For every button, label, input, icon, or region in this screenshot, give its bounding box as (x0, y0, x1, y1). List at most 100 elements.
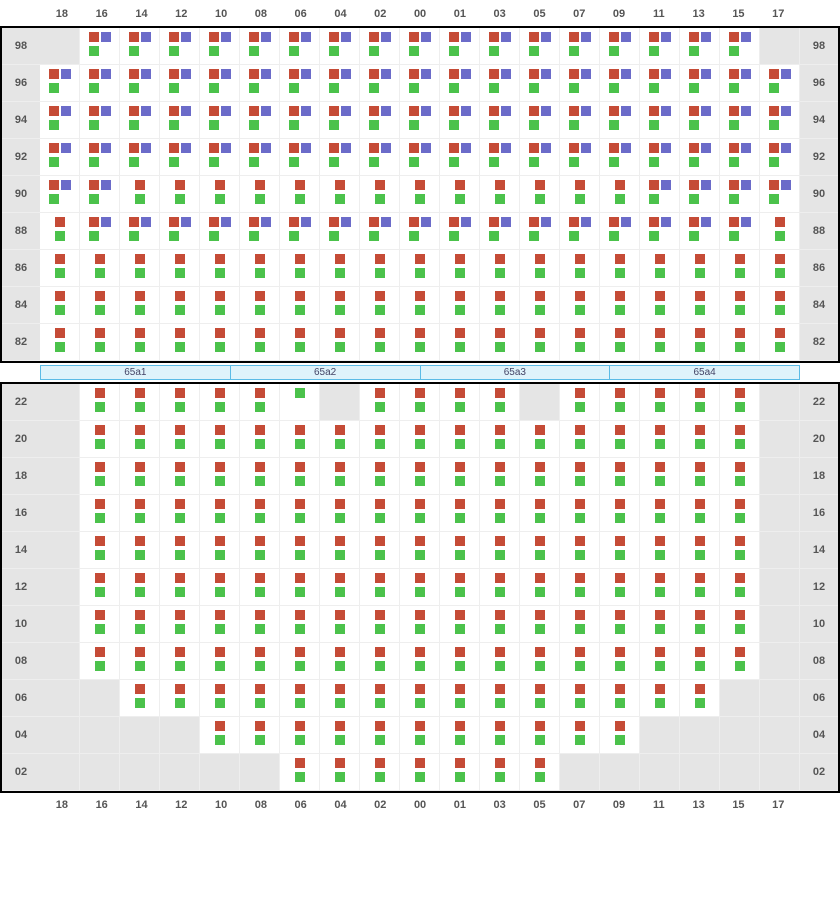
grid-cell[interactable] (400, 754, 440, 791)
grid-cell[interactable] (560, 495, 600, 532)
grid-cell[interactable] (440, 458, 480, 495)
grid-cell[interactable] (320, 287, 360, 324)
grid-cell[interactable] (360, 28, 400, 65)
grid-cell[interactable] (440, 680, 480, 717)
grid-cell[interactable] (160, 176, 200, 213)
grid-cell[interactable] (640, 65, 680, 102)
grid-cell[interactable] (280, 250, 320, 287)
grid-cell[interactable] (280, 569, 320, 606)
grid-cell[interactable] (520, 532, 560, 569)
grid-cell[interactable] (320, 680, 360, 717)
grid-cell[interactable] (440, 65, 480, 102)
grid-cell[interactable] (120, 606, 160, 643)
grid-cell[interactable] (80, 287, 120, 324)
grid-cell[interactable] (520, 213, 560, 250)
grid-cell[interactable] (120, 495, 160, 532)
grid-cell[interactable] (480, 324, 520, 361)
grid-cell[interactable] (240, 28, 280, 65)
grid-cell[interactable] (240, 569, 280, 606)
grid-cell[interactable] (640, 287, 680, 324)
grid-cell[interactable] (80, 569, 120, 606)
grid-cell[interactable] (440, 643, 480, 680)
grid-cell[interactable] (720, 458, 760, 495)
grid-cell[interactable] (480, 213, 520, 250)
grid-cell[interactable] (240, 102, 280, 139)
grid-cell[interactable] (200, 324, 240, 361)
grid-cell[interactable] (400, 384, 440, 421)
grid-cell[interactable] (680, 324, 720, 361)
grid-cell[interactable] (720, 28, 760, 65)
grid-cell[interactable] (80, 421, 120, 458)
grid-cell[interactable] (640, 28, 680, 65)
grid-cell[interactable] (680, 495, 720, 532)
grid-cell[interactable] (40, 250, 80, 287)
grid-cell[interactable] (640, 606, 680, 643)
grid-cell[interactable] (560, 458, 600, 495)
grid-cell[interactable] (480, 532, 520, 569)
grid-cell[interactable] (320, 717, 360, 754)
grid-cell[interactable] (40, 213, 80, 250)
grid-cell[interactable] (400, 495, 440, 532)
grid-cell[interactable] (520, 176, 560, 213)
lane-label[interactable]: 65a4 (610, 366, 799, 379)
grid-cell[interactable] (520, 324, 560, 361)
grid-cell[interactable] (680, 680, 720, 717)
grid-cell[interactable] (440, 102, 480, 139)
grid-cell[interactable] (120, 65, 160, 102)
grid-cell[interactable] (720, 287, 760, 324)
grid-cell[interactable] (600, 643, 640, 680)
grid-cell[interactable] (360, 495, 400, 532)
grid-cell[interactable] (280, 680, 320, 717)
grid-cell[interactable] (640, 421, 680, 458)
grid-cell[interactable] (600, 458, 640, 495)
grid-cell[interactable] (400, 287, 440, 324)
grid-cell[interactable] (160, 250, 200, 287)
grid-cell[interactable] (600, 384, 640, 421)
grid-cell[interactable] (280, 495, 320, 532)
grid-cell[interactable] (760, 65, 800, 102)
grid-cell[interactable] (520, 569, 560, 606)
grid-cell[interactable] (520, 643, 560, 680)
grid-cell[interactable] (400, 176, 440, 213)
grid-cell[interactable] (80, 458, 120, 495)
grid-cell[interactable] (720, 421, 760, 458)
grid-cell[interactable] (680, 139, 720, 176)
grid-cell[interactable] (320, 421, 360, 458)
grid-cell[interactable] (160, 495, 200, 532)
grid-cell[interactable] (280, 458, 320, 495)
grid-cell[interactable] (120, 139, 160, 176)
grid-cell[interactable] (360, 606, 400, 643)
grid-cell[interactable] (360, 717, 400, 754)
grid-cell[interactable] (760, 176, 800, 213)
grid-cell[interactable] (40, 102, 80, 139)
grid-cell[interactable] (240, 495, 280, 532)
grid-cell[interactable] (80, 324, 120, 361)
grid-cell[interactable] (640, 139, 680, 176)
grid-cell[interactable] (560, 213, 600, 250)
grid-cell[interactable] (160, 606, 200, 643)
grid-cell[interactable] (560, 606, 600, 643)
grid-cell[interactable] (280, 606, 320, 643)
grid-cell[interactable] (280, 532, 320, 569)
grid-cell[interactable] (720, 532, 760, 569)
grid-cell[interactable] (160, 680, 200, 717)
grid-cell[interactable] (440, 250, 480, 287)
grid-cell[interactable] (720, 139, 760, 176)
grid-cell[interactable] (520, 458, 560, 495)
grid-cell[interactable] (400, 458, 440, 495)
grid-cell[interactable] (280, 102, 320, 139)
grid-cell[interactable] (440, 287, 480, 324)
grid-cell[interactable] (440, 384, 480, 421)
grid-cell[interactable] (360, 532, 400, 569)
grid-cell[interactable] (240, 643, 280, 680)
grid-cell[interactable] (200, 421, 240, 458)
grid-cell[interactable] (600, 250, 640, 287)
lane-label[interactable]: 65a1 (41, 366, 231, 379)
grid-cell[interactable] (680, 250, 720, 287)
grid-cell[interactable] (480, 495, 520, 532)
grid-cell[interactable] (280, 176, 320, 213)
grid-cell[interactable] (160, 65, 200, 102)
grid-cell[interactable] (80, 606, 120, 643)
grid-cell[interactable] (160, 569, 200, 606)
grid-cell[interactable] (600, 495, 640, 532)
